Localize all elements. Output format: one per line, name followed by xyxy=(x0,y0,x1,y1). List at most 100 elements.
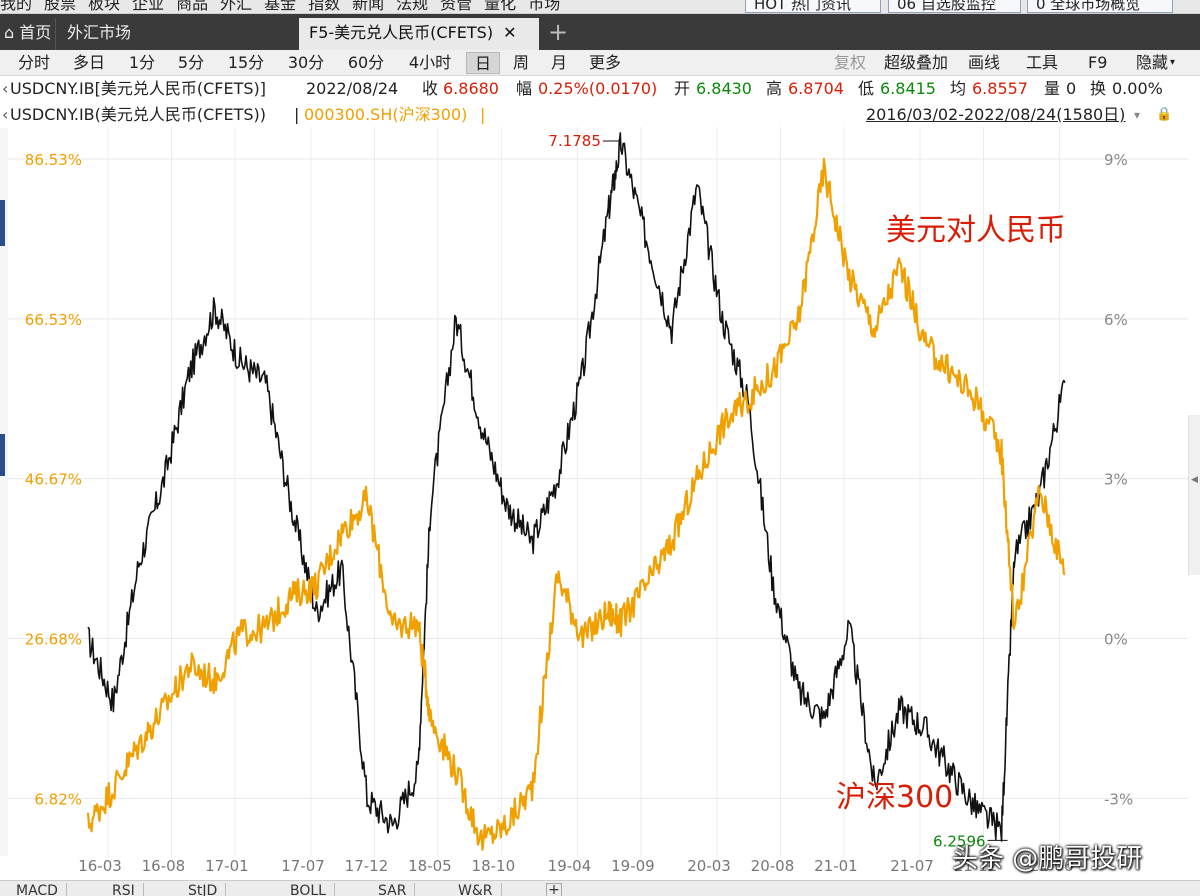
x-tick-label: 21-01 xyxy=(814,857,858,875)
menu-item[interactable]: 企业 xyxy=(132,0,165,13)
x-tick-label: 20-03 xyxy=(687,857,731,875)
tab-home-label: 首页 xyxy=(19,23,52,42)
f9-button[interactable]: F9 xyxy=(1088,53,1108,72)
x-tick-label: 21-12 xyxy=(954,857,998,875)
right-axis-tick: 6% xyxy=(1104,311,1128,329)
menu-item[interactable]: 指数 xyxy=(308,0,341,13)
volume-label: 量 xyxy=(1044,79,1061,98)
period-5min[interactable]: 5分 xyxy=(177,53,205,72)
high-label: 高 xyxy=(766,79,783,98)
legend-csi300[interactable]: 000300.SH(沪深300) xyxy=(304,105,468,124)
period-intraday[interactable]: 分时 xyxy=(17,53,50,72)
tab-fx-market[interactable]: 外汇市场 xyxy=(57,18,297,50)
max-label: 7.1785 xyxy=(548,132,601,150)
volume-value: 0 xyxy=(1066,79,1077,98)
period-more[interactable]: 更多 xyxy=(588,53,621,72)
period-4hour[interactable]: 4小时 xyxy=(408,53,452,72)
chevron-left-icon: ‹ xyxy=(2,79,9,98)
x-tick-label: 22-06 xyxy=(1030,857,1074,875)
x-tick-label: 19-04 xyxy=(548,857,592,875)
add-indicator-button[interactable]: + xyxy=(546,883,562,896)
period-60min[interactable]: 60分 xyxy=(347,53,385,72)
panel-marker xyxy=(0,200,5,246)
menu-item[interactable]: 板块 xyxy=(88,0,121,13)
turnover-label: 换 xyxy=(1090,79,1107,98)
draw-line-button[interactable]: 画线 xyxy=(968,53,1001,72)
price-chart[interactable]: 16-03 16-08 17-01 17-07 17-12 18-05 18-10 19-04… xyxy=(0,127,1200,880)
tab-wr[interactable]: W&R xyxy=(450,883,502,896)
fuquan-button[interactable]: 复权 xyxy=(834,53,867,72)
super-overlay-button[interactable]: 超级叠加 xyxy=(884,53,949,72)
scroll-arrow-icon[interactable]: ▾ xyxy=(1134,108,1141,122)
left-axis-tick: 26.68% xyxy=(25,631,82,649)
chevron-left-icon: ◀ xyxy=(1191,475,1198,485)
tab-stjd[interactable]: StJD xyxy=(180,883,227,896)
date-range[interactable]: 2016/03/02-2022/08/24(1580日) xyxy=(866,105,1126,124)
menu-item[interactable]: 基金 xyxy=(264,0,297,13)
indicator-tabs: MACD RSI StJD BOLL SAR W&R + xyxy=(0,880,1200,896)
avg-value: 6.8557 xyxy=(972,79,1028,98)
left-panel-edge[interactable] xyxy=(0,128,8,856)
usdcny-series-line xyxy=(87,132,1066,842)
left-axis-tick: 6.82% xyxy=(34,790,82,808)
period-30min[interactable]: 30分 xyxy=(287,53,325,72)
right-axis-tick: 0% xyxy=(1104,631,1128,649)
period-toolbar: 分时 多日 1分 5分 15分 30分 60分 4小时 日 周 月 更多 复权 … xyxy=(0,50,1200,76)
turnover-value: 0.00% xyxy=(1112,79,1163,98)
high-value: 6.8704 xyxy=(788,79,844,98)
tab-macd[interactable]: MACD xyxy=(8,883,67,896)
x-tick-label: 20-08 xyxy=(751,857,795,875)
lock-icon[interactable]: 🔒 xyxy=(1156,107,1173,122)
x-tick-label: 17-07 xyxy=(281,857,325,875)
period-week[interactable]: 周 xyxy=(512,53,529,72)
tab-sar[interactable]: SAR xyxy=(370,883,416,896)
tab-home[interactable]: ⌂ 首页 xyxy=(0,18,56,50)
menu-item[interactable]: 法规 xyxy=(396,0,429,13)
chevron-down-icon[interactable]: ▾ xyxy=(1170,57,1176,68)
quote-line: ‹ USDCNY.IB[美元兑人民币(CFETS)] 2022/08/24 收 … xyxy=(0,77,1200,101)
menu-item[interactable]: 商品 xyxy=(176,0,209,13)
legend-separator: | xyxy=(294,105,300,124)
hide-button[interactable]: 隐藏 xyxy=(1136,53,1169,72)
close-value: 6.8680 xyxy=(443,79,499,98)
hot-news-button[interactable]: HOT 热门资讯 xyxy=(745,0,881,13)
period-multiday[interactable]: 多日 xyxy=(72,53,105,72)
menu-item[interactable]: 资管 xyxy=(440,0,473,13)
right-panel-handle[interactable]: ◀ xyxy=(1188,415,1200,575)
low-label: 低 xyxy=(858,79,875,98)
watchlist-monitor-button[interactable]: 06 自选股监控 xyxy=(888,0,1021,13)
tools-button[interactable]: 工具 xyxy=(1026,53,1059,72)
tab-rsi[interactable]: RSI xyxy=(104,883,144,896)
close-icon[interactable]: ✕ xyxy=(503,23,517,42)
period-15min[interactable]: 15分 xyxy=(227,53,265,72)
tab-fx-market-label: 外汇市场 xyxy=(67,23,132,42)
x-tick-label: 19-09 xyxy=(611,857,655,875)
menu-item[interactable]: 外汇 xyxy=(220,0,253,13)
period-1min[interactable]: 1分 xyxy=(128,53,156,72)
watermark: 头条 @鹏哥投研 xyxy=(952,844,1143,874)
x-tick-label: 16-08 xyxy=(142,857,186,875)
period-day[interactable]: 日 xyxy=(466,52,500,74)
legend-usdcny[interactable]: USDCNY.IB(美元兑人民币(CFETS)) xyxy=(10,105,267,124)
global-market-button[interactable]: 0 全球市场概览 xyxy=(1027,0,1173,13)
usdcny-annotation: 美元对人民币 xyxy=(886,213,1066,248)
tab-usdcny[interactable]: F5-美元兑人民币(CFETS) ✕ xyxy=(299,18,539,50)
left-axis-tick: 66.53% xyxy=(25,311,82,329)
menu-item[interactable]: 市场 xyxy=(528,0,561,13)
series-layer xyxy=(86,132,1066,851)
menu-item[interactable]: 我的 xyxy=(0,0,33,13)
open-value: 6.8430 xyxy=(696,79,752,98)
menu-item[interactable]: 股票 xyxy=(44,0,77,13)
menu-item[interactable]: 量化 xyxy=(484,0,517,13)
period-month[interactable]: 月 xyxy=(550,53,567,72)
min-label: 6.2596 xyxy=(933,832,986,850)
quote-date: 2022/08/24 xyxy=(306,79,399,98)
right-axis-tick: 9% xyxy=(1104,151,1128,169)
open-label: 开 xyxy=(674,79,691,98)
menu-item[interactable]: 新闻 xyxy=(352,0,385,13)
tab-boll[interactable]: BOLL xyxy=(282,883,335,896)
series-legend: ‹ USDCNY.IB(美元兑人民币(CFETS)) | 000300.SH(沪… xyxy=(0,103,1200,127)
main-menu: 我的 股票 板块 企业 商品 外汇 基金 指数 新闻 法规 资管 量化 市场 xyxy=(0,0,572,13)
add-tab-button[interactable]: + xyxy=(547,18,569,46)
csi300-annotation: 沪深300 xyxy=(836,780,953,815)
